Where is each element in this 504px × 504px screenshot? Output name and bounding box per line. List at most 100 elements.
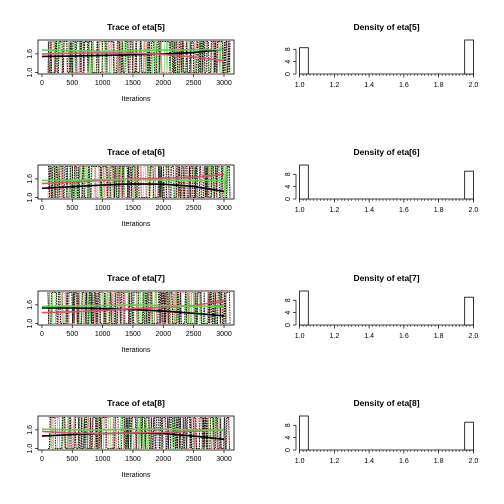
smooth-line-2 [41,52,225,62]
smooth-line-3 [41,428,224,431]
x-tick-label: 2500 [186,205,202,212]
y-tick-label: 4 [285,185,292,189]
x-tick-label: 2.0 [469,82,479,89]
x-tick-label: 2500 [186,456,202,463]
density-bar-1 [299,415,309,451]
density-panel-7: Density of eta[7] 0 4 8 1.0 1.2 1.4 1.6 1.8 2.0 [285,273,478,340]
y-tick-label: 0 [285,72,292,76]
x-tick-label: 1.2 [330,207,340,214]
x-tick-label: 1.8 [434,207,444,214]
y-tick-label: 1.0 [27,444,34,454]
x-tick-label: 1500 [125,80,141,87]
y-tick-label: 0 [285,448,292,452]
x-tick-label: 500 [66,331,78,338]
smooth-line-3 [41,304,224,308]
x-tick-label: 1000 [95,331,111,338]
plot-frame [37,164,235,200]
x-tick-label: 2.0 [469,333,479,340]
chain-trace-2 [47,292,231,324]
plot-frame [37,39,235,75]
y-tick-label: 8 [285,423,292,427]
x-tick-label: 1500 [125,205,141,212]
y-tick-label: 4 [285,311,292,315]
density-bar-2 [464,39,474,75]
y-tick-label: 4 [285,436,292,440]
x-axis-label: Iterations [122,472,151,479]
panel-title: Trace of eta[5] [107,22,165,32]
density-panel-8: Density of eta[8] 0 4 8 1.0 1.2 1.4 1.6 1.8 2.0 [285,398,478,465]
x-tick-label: 500 [66,80,78,87]
x-tick-label: 3000 [216,331,232,338]
x-tick-label: 1.6 [399,333,409,340]
x-tick-label: 1.4 [364,333,374,340]
smooth-line-1 [41,183,225,193]
x-tick-label: 1500 [125,331,141,338]
x-tick-label: 3000 [216,456,232,463]
panel-title: Density of eta[5] [353,22,419,32]
y-tick-label: 1.0 [27,319,34,329]
panel-title: Density of eta[6] [353,147,419,157]
x-tick-label: 2000 [156,331,172,338]
trace-chains [41,40,231,74]
y-tick-label: 1.6 [27,174,34,184]
panel-title: Trace of eta[7] [107,273,165,283]
y-tick-label: 1.6 [27,425,34,435]
density-panel-6: Density of eta[6] 0 4 8 1.0 1.2 1.4 1.6 1.8 2.0 [285,147,478,214]
trace-panel-6: Trace of eta[6] 0 500 1000 1500 2000 2500 3000 1… [27,147,235,228]
x-tick-label: 1000 [95,205,111,212]
x-tick-label: 1000 [95,456,111,463]
x-tick-label: 1.0 [295,82,305,89]
x-tick-label: 1500 [125,456,141,463]
x-tick-label: 0 [40,205,44,212]
density-bar-2 [464,421,474,451]
chain-trace-3 [48,165,231,199]
panel-title: Trace of eta[6] [107,147,165,157]
density-bar-2 [464,170,474,200]
x-tick-label: 1000 [95,80,111,87]
x-tick-label: 1.4 [364,82,374,89]
y-tick-label: 8 [285,47,292,51]
plot-frame [37,415,235,451]
x-tick-label: 2.0 [469,458,479,465]
x-tick-label: 1.8 [434,82,444,89]
y-tick-label: 8 [285,172,292,176]
x-tick-label: 1.2 [330,458,340,465]
chain-trace-2 [48,417,231,449]
trace-panel-7: Trace of eta[7] 0 500 1000 1500 2000 2500 3000 1… [27,273,235,354]
y-tick-label: 0 [285,323,292,327]
x-tick-label: 1.4 [364,458,374,465]
x-tick-label: 3000 [216,205,232,212]
x-tick-label: 2000 [156,80,172,87]
y-tick-label: 1.0 [27,193,34,203]
x-tick-label: 0 [40,456,44,463]
smooth-line-3 [41,48,225,53]
trace-panel-8: Trace of eta[8] 0 500 1000 1500 2000 2500 3000 1… [27,398,235,479]
x-tick-label: 2500 [186,331,202,338]
x-tick-label: 1.4 [364,207,374,214]
y-tick-label: 8 [285,298,292,302]
chain-trace-3 [47,291,231,325]
smooth-line-1 [41,48,225,58]
density-panel-5: Density of eta[5] 0 4 8 1.0 1.2 1.4 1.6 1.8 2.0 [285,22,478,89]
smooth-line-1 [41,307,225,317]
trace-chains [41,416,231,450]
x-tick-label: 1.2 [330,333,340,340]
x-axis-label: Iterations [122,347,151,354]
x-tick-label: 1.8 [434,458,444,465]
x-tick-label: 1.0 [295,207,305,214]
panel-title: Trace of eta[8] [107,398,165,408]
y-tick-label: 1.0 [27,68,34,78]
x-tick-label: 0 [40,331,44,338]
y-tick-label: 4 [285,60,292,64]
trace-chains [41,165,231,199]
x-tick-label: 2000 [156,205,172,212]
x-tick-label: 1.6 [399,82,409,89]
smooth-line-2 [41,300,225,314]
x-tick-label: 500 [66,456,78,463]
chain-trace-3 [48,416,231,450]
density-bar-1 [299,47,309,75]
chain-trace-2 [47,41,231,73]
x-axis-label: Iterations [122,221,151,228]
x-tick-label: 2000 [156,456,172,463]
